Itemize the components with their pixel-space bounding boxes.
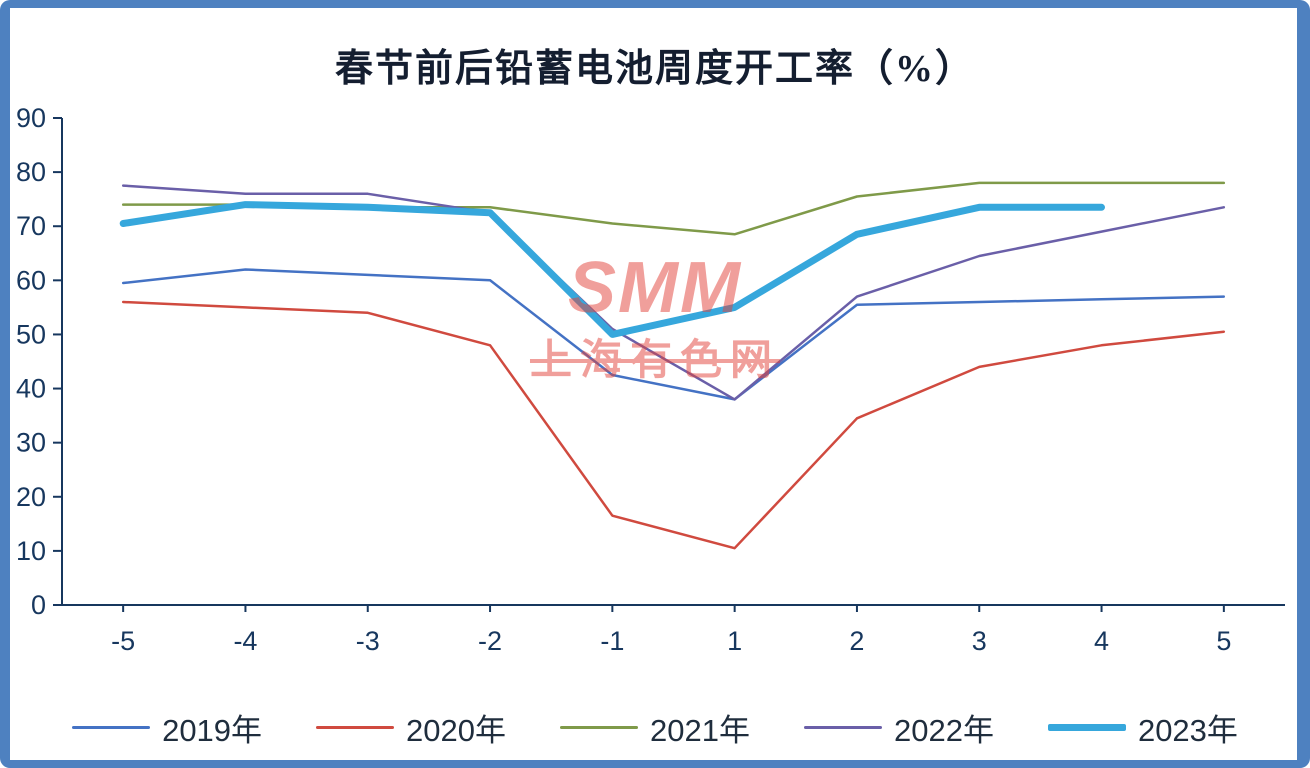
- y-tick-label: 30: [16, 428, 46, 458]
- y-tick-label: 10: [16, 536, 46, 566]
- y-tick-label: 60: [16, 265, 46, 295]
- legend-item: 2022年: [803, 705, 994, 750]
- series-line-0: [121, 268, 1226, 401]
- legend-swatch: [803, 726, 882, 729]
- x-tick-label: -1: [600, 626, 624, 656]
- x-tick-label: -4: [233, 626, 257, 656]
- legend-swatch: [316, 726, 395, 729]
- series-line-3: [121, 184, 1226, 401]
- legend-label: 2021年: [650, 713, 750, 748]
- legend-item: 2023年: [1047, 705, 1238, 750]
- legend-label: 2020年: [406, 713, 507, 748]
- x-tick-label: -3: [356, 626, 380, 656]
- legend-label: 2019年: [162, 713, 263, 748]
- series-line-4: [119, 201, 1105, 338]
- chart-canvas: 0 10 20 30 40 50 60 70 80 90 -5 -4 -3 -2 -1 1 2 3 4 5: [16, 103, 1285, 656]
- x-tick-label: 2: [849, 626, 864, 656]
- legend-swatch: [560, 726, 639, 729]
- x-tick-label: -2: [478, 626, 502, 656]
- legend-item: 2019年: [72, 705, 262, 750]
- y-tick-label: 80: [16, 157, 46, 187]
- legend-item: 2020年: [316, 705, 506, 750]
- y-tick-label: 50: [16, 319, 46, 349]
- y-tick-label: 0: [31, 590, 46, 620]
- y-tick-label: 70: [16, 211, 46, 241]
- x-tick-label: 3: [972, 626, 987, 656]
- legend-item: 2021年: [560, 705, 750, 750]
- series-line-1: [121, 300, 1226, 550]
- legend-swatch: [72, 726, 151, 729]
- x-tick-label: -5: [111, 626, 135, 656]
- y-tick-label: 90: [16, 103, 46, 133]
- chart-title: 春节前后铅蓄电池周度开工率（%）: [334, 48, 975, 91]
- x-tick-label: 4: [1094, 626, 1109, 656]
- chart-legend: 2019年 2020年 2021年 2022年 2023年: [0, 705, 1310, 750]
- legend-label: 2022年: [893, 713, 994, 748]
- y-tick-label: 20: [16, 482, 46, 512]
- legend-label: 2023年: [1137, 713, 1238, 748]
- x-tick-label: 1: [727, 626, 742, 656]
- y-tick-label: 40: [16, 374, 46, 404]
- legend-swatch: [1047, 724, 1126, 731]
- x-tick-label: 5: [1216, 626, 1231, 656]
